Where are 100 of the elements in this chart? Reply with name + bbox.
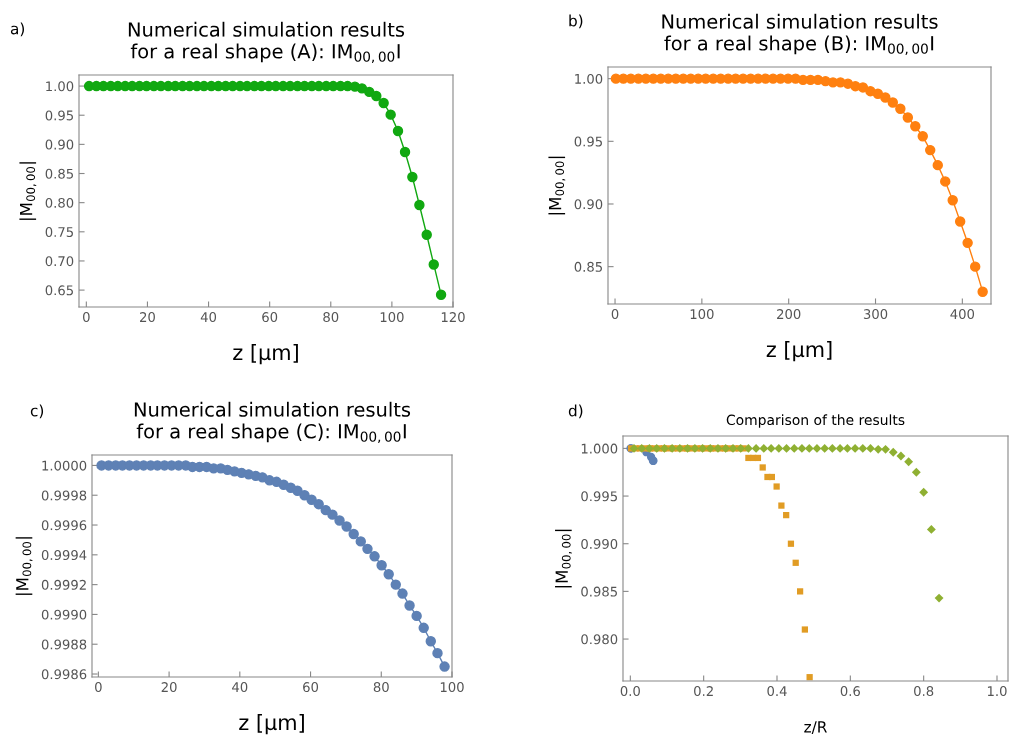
point — [873, 444, 883, 454]
point — [910, 121, 921, 132]
point — [778, 502, 785, 509]
point — [397, 588, 408, 599]
point — [827, 443, 837, 453]
y-tick-label: 0.70 — [45, 256, 74, 267]
x-axis-title: z [µm] — [239, 714, 304, 735]
y-tick-label: 0.95 — [574, 136, 602, 147]
point — [896, 451, 906, 461]
y-tick-label: 0.990 — [581, 538, 618, 549]
y-tick-label: 0.75 — [45, 227, 73, 237]
y-tick-label: 0.980 — [581, 634, 618, 645]
point — [904, 457, 914, 467]
x-tick-label: 0.2 — [694, 686, 713, 697]
point — [407, 171, 418, 183]
x-tick-label: 0.6 — [840, 686, 860, 697]
point — [940, 176, 951, 187]
y-tick-label: 0.9998 — [41, 490, 87, 501]
y-tick-label: 1.00 — [46, 81, 74, 92]
point — [947, 195, 958, 206]
text: d) — [568, 404, 583, 419]
point — [881, 444, 890, 454]
point — [768, 473, 775, 481]
y-axis-title: |M$_{00,00}$| — [548, 156, 566, 215]
y-tick-label: 0.9996 — [41, 520, 87, 531]
point — [751, 443, 761, 453]
point — [932, 159, 943, 171]
y-tick-label: 0.9990 — [41, 609, 87, 620]
point — [376, 560, 387, 571]
x-tick-label: 20 — [140, 312, 155, 323]
x-tick-label: 0 — [95, 682, 102, 693]
x-tick-label: 100 — [690, 309, 714, 320]
text: b) — [569, 14, 583, 29]
y-axis-title: |M$_{00,00}$| — [555, 529, 572, 588]
point — [418, 622, 429, 634]
y-tick-label: 0.90 — [45, 139, 74, 150]
x-tick-label: 40 — [200, 312, 217, 323]
point — [649, 456, 658, 465]
x-tick-label: 60 — [303, 682, 319, 693]
chart-title: Numerical simulation results for a real shape (A): IM$_{00,00}$I — [128, 21, 405, 64]
x-tick-label: 20 — [161, 682, 177, 693]
point — [796, 588, 804, 595]
y-tick-label: 0.85 — [45, 168, 73, 179]
x-tick-label: 100 — [380, 312, 404, 323]
point — [414, 199, 425, 211]
y-tick-label: 0.9986 — [41, 669, 87, 680]
point — [759, 464, 766, 471]
chart-title: Numerical simulation results for a real shape (C): IM$_{00,00}$I — [134, 401, 411, 444]
point — [362, 543, 373, 555]
point — [425, 636, 436, 647]
point — [773, 483, 780, 490]
point — [797, 443, 807, 453]
point — [313, 498, 324, 510]
point — [428, 259, 439, 270]
point — [835, 443, 845, 453]
point — [919, 487, 929, 497]
x-tick-label: 80 — [373, 682, 389, 693]
point — [713, 443, 723, 453]
x-tick-label: 100 — [440, 682, 464, 693]
point — [439, 661, 450, 672]
x-tick-label: 0 — [83, 312, 90, 323]
point — [371, 90, 382, 102]
point — [390, 579, 401, 590]
point — [369, 551, 380, 562]
point — [774, 443, 784, 453]
point — [411, 610, 422, 622]
y-tick-label: 0.985 — [581, 586, 617, 597]
point — [911, 467, 921, 477]
y-axis-title: |M$_{00,00}$| — [19, 162, 37, 220]
point — [378, 97, 389, 109]
point — [355, 536, 366, 547]
point — [962, 237, 973, 249]
point — [969, 261, 981, 272]
point — [435, 289, 447, 300]
point — [880, 92, 891, 103]
point — [887, 97, 899, 108]
point — [792, 559, 799, 566]
y-tick-label: 1.000 — [581, 443, 618, 454]
point — [934, 593, 944, 603]
x-axis-title: z/R — [804, 721, 827, 734]
point — [383, 568, 394, 580]
point — [404, 600, 415, 611]
point — [348, 528, 359, 540]
point — [801, 626, 808, 633]
point — [917, 131, 928, 142]
y-tick-label: 0.9994 — [41, 550, 87, 561]
text: a) — [10, 22, 25, 37]
point — [977, 286, 988, 297]
point — [385, 109, 396, 120]
y-tick-label: 0.65 — [45, 285, 73, 296]
point — [341, 521, 352, 532]
point — [925, 144, 936, 156]
text: c) — [30, 404, 44, 419]
point — [327, 509, 338, 520]
x-tick-label: 0.8 — [914, 686, 934, 697]
point — [334, 515, 345, 526]
point — [432, 647, 443, 659]
point — [812, 443, 822, 453]
y-axis-title: |M$_{00,00}$| — [15, 537, 33, 595]
y-tick-label: 0.995 — [581, 491, 617, 502]
